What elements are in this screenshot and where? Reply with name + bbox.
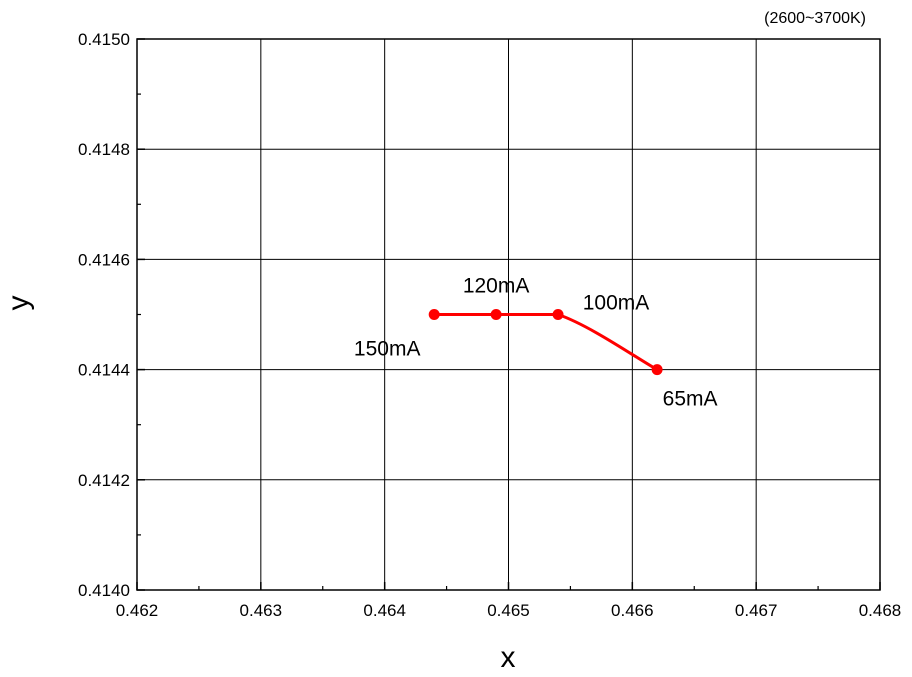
data-label: 150mA [354, 338, 421, 361]
x-axis-ticks: 0.462 0.463 0.464 0.465 0.466 0.467 0.468 [116, 582, 902, 620]
data-label: 120mA [463, 275, 530, 298]
x-tick-label: 0.467 [735, 601, 778, 620]
chart-title: (2600~3700K) [764, 10, 866, 27]
minor-ticks [137, 93, 819, 590]
data-label: 100mA [583, 292, 650, 315]
data-point [490, 309, 502, 320]
x-tick-label: 0.464 [363, 601, 406, 620]
y-tick-label: 0.4150 [78, 30, 130, 49]
series-line [434, 313, 658, 371]
x-tick-label: 0.462 [116, 601, 159, 620]
data-point [651, 364, 663, 376]
y-axis-ticks: 0.4140 0.4142 0.4144 0.4146 0.4148 0.4150 [78, 30, 145, 600]
data-labels: 150mA 120mA 100mA 65mA [354, 275, 718, 411]
y-tick-label: 0.4144 [78, 361, 130, 380]
y-tick-label: 0.4148 [78, 140, 130, 159]
x-tick-label: 0.463 [240, 601, 283, 620]
data-point [428, 309, 440, 320]
y-tick-label: 0.4140 [78, 581, 130, 600]
x-tick-label: 0.465 [487, 601, 530, 620]
y-tick-label: 0.4142 [78, 471, 130, 490]
x-tick-label: 0.468 [859, 601, 902, 620]
x-axis-title: x [501, 641, 516, 674]
data-points [428, 309, 663, 376]
y-tick-label: 0.4146 [78, 250, 130, 269]
data-point [552, 309, 564, 320]
data-label: 65mA [663, 388, 718, 411]
y-axis-title: y [2, 296, 35, 311]
x-tick-label: 0.466 [611, 601, 654, 620]
